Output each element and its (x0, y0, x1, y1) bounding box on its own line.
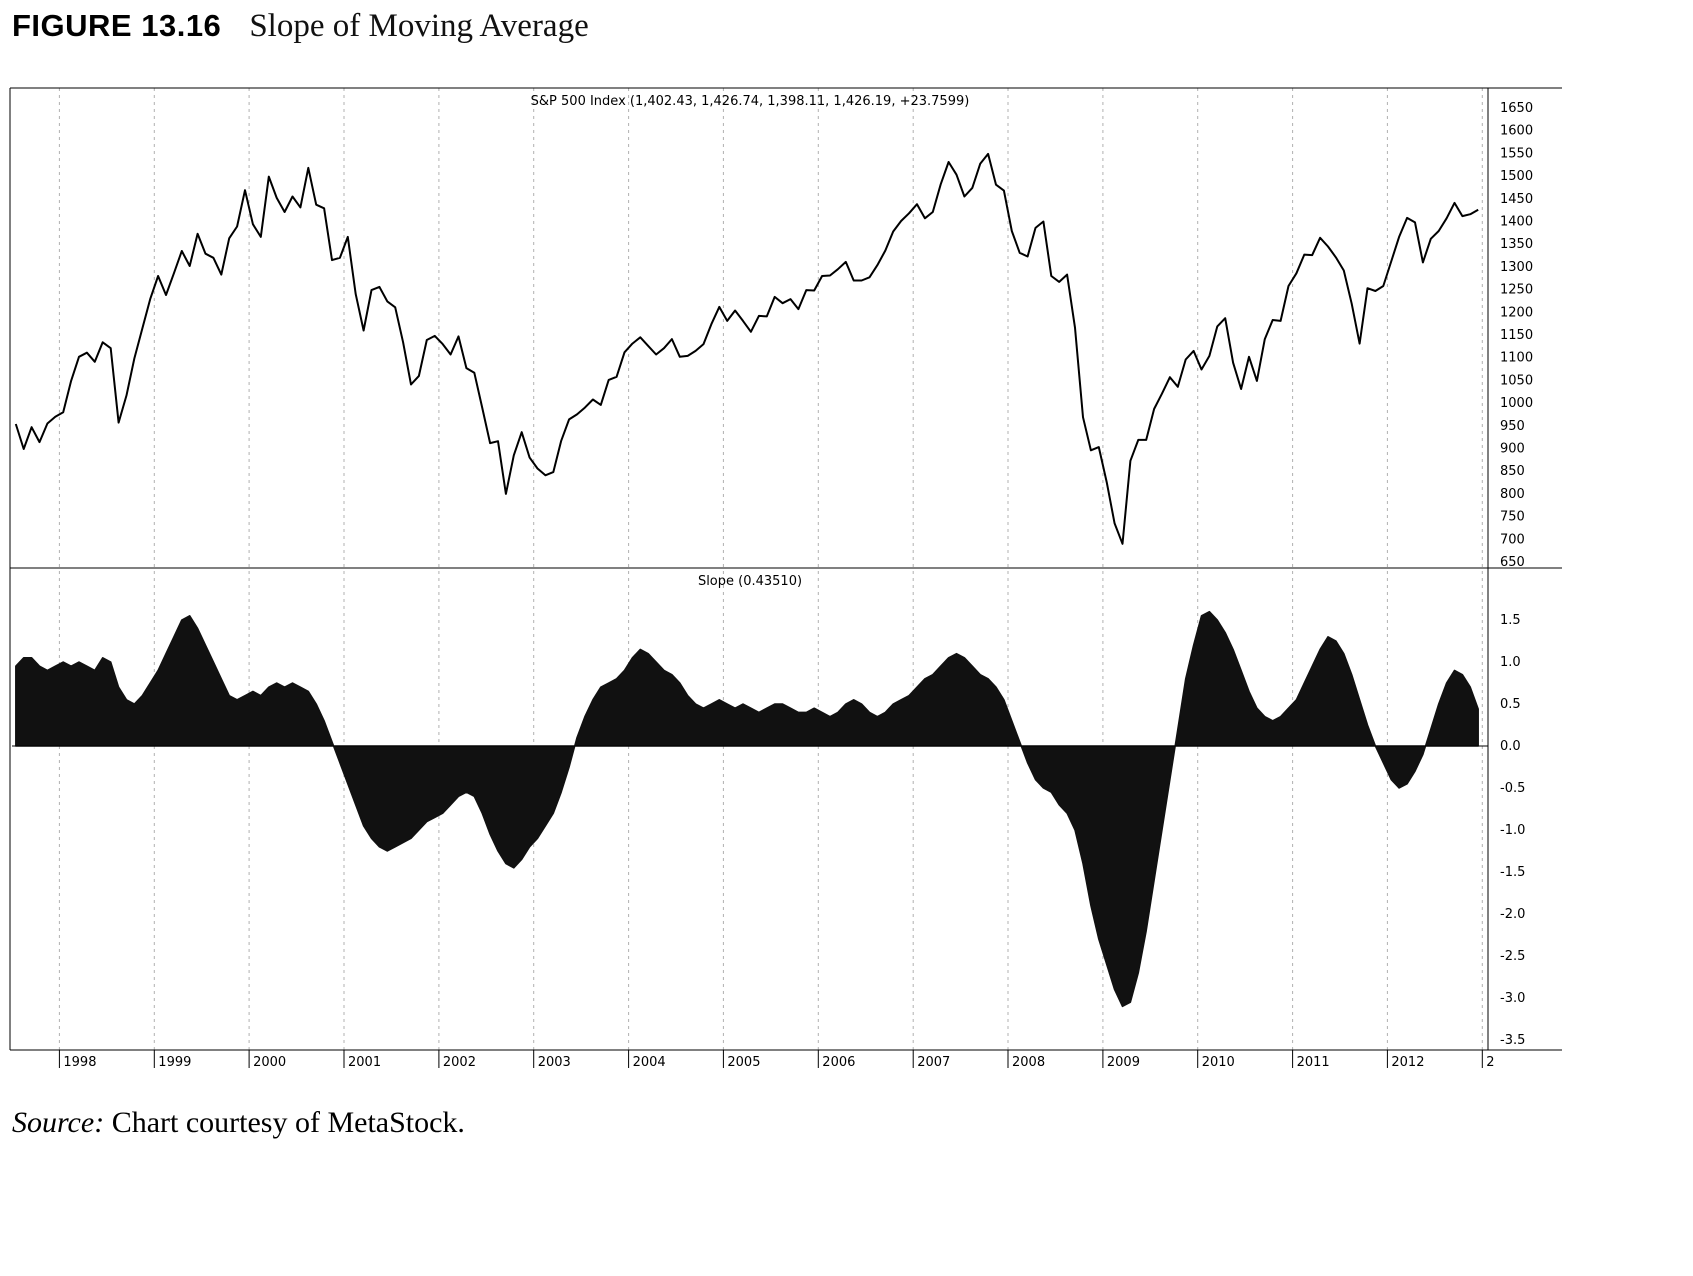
x-axis-label: 2007 (917, 1055, 950, 1070)
x-axis-label: 1999 (158, 1055, 191, 1070)
x-axis-label: 1998 (63, 1055, 96, 1070)
price-axis-label: 1400 (1500, 215, 1533, 230)
source-line: Source: Chart courtesy of MetaStock. (12, 1106, 465, 1140)
slope-axis-label: 1.0 (1500, 655, 1521, 670)
x-axis-label: 2003 (538, 1055, 571, 1070)
x-axis-label: 2000 (253, 1055, 286, 1070)
figure-header: FIGURE 13.16 Slope of Moving Average (12, 8, 589, 45)
figure-title: Slope of Moving Average (249, 8, 589, 44)
slope-axis-label: -2.0 (1500, 907, 1525, 922)
slope-axis-label: -3.0 (1500, 991, 1525, 1006)
x-axis-label: 2006 (822, 1055, 855, 1070)
price-axis-label: 850 (1500, 464, 1525, 479)
x-axis-label: 2 (1486, 1055, 1494, 1070)
slope-axis-label: -2.5 (1500, 949, 1525, 964)
figure-number-label: FIGURE 13.16 (12, 8, 222, 43)
x-axis-label: 2012 (1391, 1055, 1424, 1070)
price-axis-label: 1300 (1500, 260, 1533, 275)
x-axis-label: 2004 (633, 1055, 666, 1070)
price-axis-label: 1350 (1500, 237, 1533, 252)
x-axis-label: 2008 (1012, 1055, 1045, 1070)
x-axis-label: 2011 (1297, 1055, 1330, 1070)
price-axis-label: 1250 (1500, 283, 1533, 298)
price-axis-label: 750 (1500, 510, 1525, 525)
source-prefix: Source: (12, 1106, 105, 1139)
price-axis-label: 650 (1500, 555, 1525, 570)
price-axis-label: 1650 (1500, 101, 1533, 116)
price-axis-label: 900 (1500, 442, 1525, 457)
price-axis-label: 1450 (1500, 192, 1533, 207)
price-panel-title: S&P 500 Index (1,402.43, 1,426.74, 1,398… (530, 94, 970, 109)
price-axis-label: 1500 (1500, 169, 1533, 184)
price-axis-label: 950 (1500, 419, 1525, 434)
price-axis-label: 1550 (1500, 146, 1533, 161)
slope-axis-label: -3.5 (1500, 1033, 1525, 1048)
slope-axis-label: -1.5 (1500, 865, 1525, 880)
slope-axis-label: 0.0 (1500, 739, 1521, 754)
x-axis-label: 2010 (1202, 1055, 1235, 1070)
slope-axis-label: 1.5 (1500, 613, 1521, 628)
slope-panel-title: Slope (0.43510) (697, 574, 803, 589)
slope-axis-label: -0.5 (1500, 781, 1525, 796)
price-axis-label: 1050 (1500, 373, 1533, 388)
slope-axis-label: 0.5 (1500, 697, 1521, 712)
price-axis-label: 800 (1500, 487, 1525, 502)
x-axis-label: 2005 (727, 1055, 760, 1070)
x-axis-label: 2009 (1107, 1055, 1140, 1070)
price-axis-label: 1100 (1500, 351, 1533, 366)
price-axis-label: 1000 (1500, 396, 1533, 411)
slope-axis-label: -1.0 (1500, 823, 1525, 838)
source-text: Chart courtesy of MetaStock. (104, 1106, 465, 1139)
price-axis-label: 1150 (1500, 328, 1533, 343)
price-line (14, 152, 1479, 545)
price-axis-label: 700 (1500, 532, 1525, 547)
x-axis-label: 2002 (443, 1055, 476, 1070)
price-axis-label: 1600 (1500, 124, 1533, 139)
slope-area (15, 610, 1479, 1008)
price-axis-label: 1200 (1500, 305, 1533, 320)
x-axis-label: 2001 (348, 1055, 381, 1070)
